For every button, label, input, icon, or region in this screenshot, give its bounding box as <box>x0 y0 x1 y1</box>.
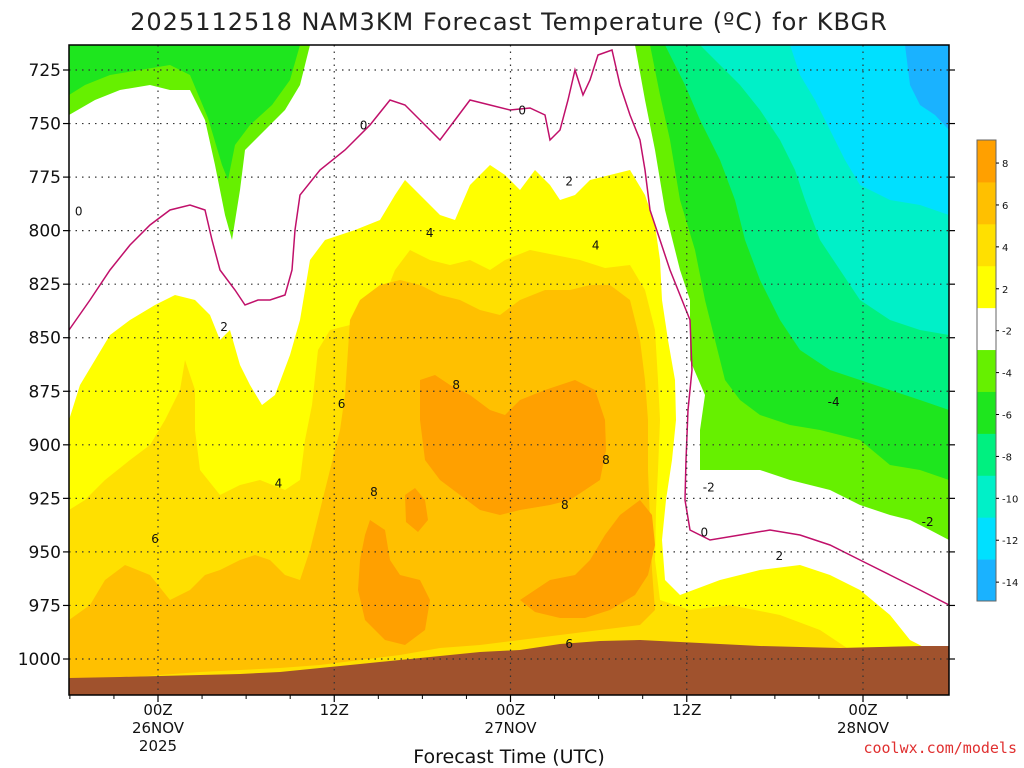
colorbar-swatch <box>977 140 996 183</box>
region-plus8-d <box>405 488 428 532</box>
colorbar-swatch <box>977 517 996 560</box>
contour-label: 4 <box>426 226 434 240</box>
x-tick-label: 00Z <box>848 701 877 719</box>
colorbar-tick-label: -4 <box>1002 369 1012 380</box>
contour-label: 8 <box>561 498 569 512</box>
contour-label: 8 <box>452 378 460 392</box>
contour-label: 4 <box>592 239 600 253</box>
colorbar: -14 -12 -10 -8 -6 -4 -2 2 4 6 8 <box>976 139 1018 602</box>
x-tick-label: 27NOV <box>484 719 537 737</box>
credit-text: coolwx.com/models <box>863 739 1017 757</box>
y-tick-label: 725 <box>29 61 61 81</box>
region-minus12-right <box>790 45 949 215</box>
y-tick-label: 875 <box>29 382 61 402</box>
colorbar-swatch <box>977 475 996 518</box>
contour-label: -4 <box>828 395 840 409</box>
contour-label: -2 <box>703 481 715 495</box>
colorbar-tick-label: 2 <box>1002 285 1008 296</box>
colorbar-tick-label: -2 <box>1002 327 1012 338</box>
colorbar-tick-label: -12 <box>1002 536 1018 547</box>
colorbar-swatch <box>977 349 996 392</box>
contour-label: 2 <box>565 174 573 188</box>
colorbar-tick-label: 8 <box>1002 159 1008 170</box>
ground-region <box>69 640 949 695</box>
y-tick-label: 900 <box>29 436 61 456</box>
contour-label: 0 <box>701 526 709 540</box>
contour-label: 6 <box>565 637 573 651</box>
y-tick-label: 950 <box>29 543 61 563</box>
plot-area <box>69 45 949 695</box>
colorbar-swatch <box>977 181 996 225</box>
colorbar-tick-label: 4 <box>1002 243 1008 254</box>
y-tick-label: 975 <box>29 596 61 616</box>
x-tick-label: 2025 <box>139 737 177 755</box>
colorbar-tick-label: 6 <box>1002 201 1008 212</box>
region-plus6 <box>69 280 655 682</box>
colorbar-frame <box>976 139 997 602</box>
contour-label: 6 <box>151 532 159 546</box>
contour-labels: 0 0 0 0 2 2 2 -2 -2 4 4 4 -4 6 6 6 8 8 8 8 <box>75 104 934 651</box>
region-minus14-right <box>905 45 949 130</box>
contour-label: 0 <box>75 204 83 218</box>
region-plus8-c <box>520 500 655 618</box>
contour-label: 4 <box>275 476 283 490</box>
contour-label: 0 <box>518 104 526 118</box>
x-tick-label: 00Z <box>143 701 172 719</box>
y-tick-label: 825 <box>29 275 61 295</box>
y-tick-label: 750 <box>29 115 61 135</box>
contour-label: 0 <box>360 119 368 133</box>
colorbar-swatch <box>977 307 996 351</box>
contour-label: 8 <box>602 453 610 467</box>
x-axis-label: Forecast Time (UTC) <box>413 746 604 768</box>
contour-label: 2 <box>775 549 783 563</box>
colorbar-tick-label: -6 <box>1002 411 1012 422</box>
chart-title: 2025112518 NAM3KM Forecast Temperature (… <box>130 8 888 36</box>
contour-label: 8 <box>370 485 378 499</box>
region-plus8-b <box>358 520 430 645</box>
y-tick-label: 850 <box>29 329 61 349</box>
colorbar-tick-label: -14 <box>1002 578 1018 589</box>
plot-grid <box>69 45 949 695</box>
colorbar-tick-label: -10 <box>1002 494 1018 505</box>
y-tick-label: 925 <box>29 489 61 509</box>
colorbar-swatch <box>977 223 996 267</box>
colorbar-swatch <box>977 559 996 602</box>
x-tick-label: 00Z <box>496 701 525 719</box>
x-tick-label: 12Z <box>672 701 701 719</box>
zero-contour-left <box>69 49 949 606</box>
y-tick-label: 775 <box>29 168 61 188</box>
region-plus8-a <box>420 375 606 515</box>
contour-label: 2 <box>220 320 228 334</box>
x-tick-label: 28NOV <box>837 719 890 737</box>
region-minus6-upper-left <box>69 45 300 180</box>
contour-label: 6 <box>338 397 346 411</box>
x-tick-label: 26NOV <box>132 719 185 737</box>
colorbar-tick-label: -8 <box>1002 452 1012 463</box>
y-tick-label: 800 <box>29 222 61 242</box>
colorbar-swatch <box>977 391 996 434</box>
plot-frame <box>68 44 950 696</box>
contour-label: -2 <box>922 515 934 529</box>
colorbar-swatch <box>977 433 996 476</box>
y-tick-label: 1000 <box>18 650 61 670</box>
x-tick-label: 12Z <box>320 701 349 719</box>
colorbar-swatch <box>977 265 996 309</box>
